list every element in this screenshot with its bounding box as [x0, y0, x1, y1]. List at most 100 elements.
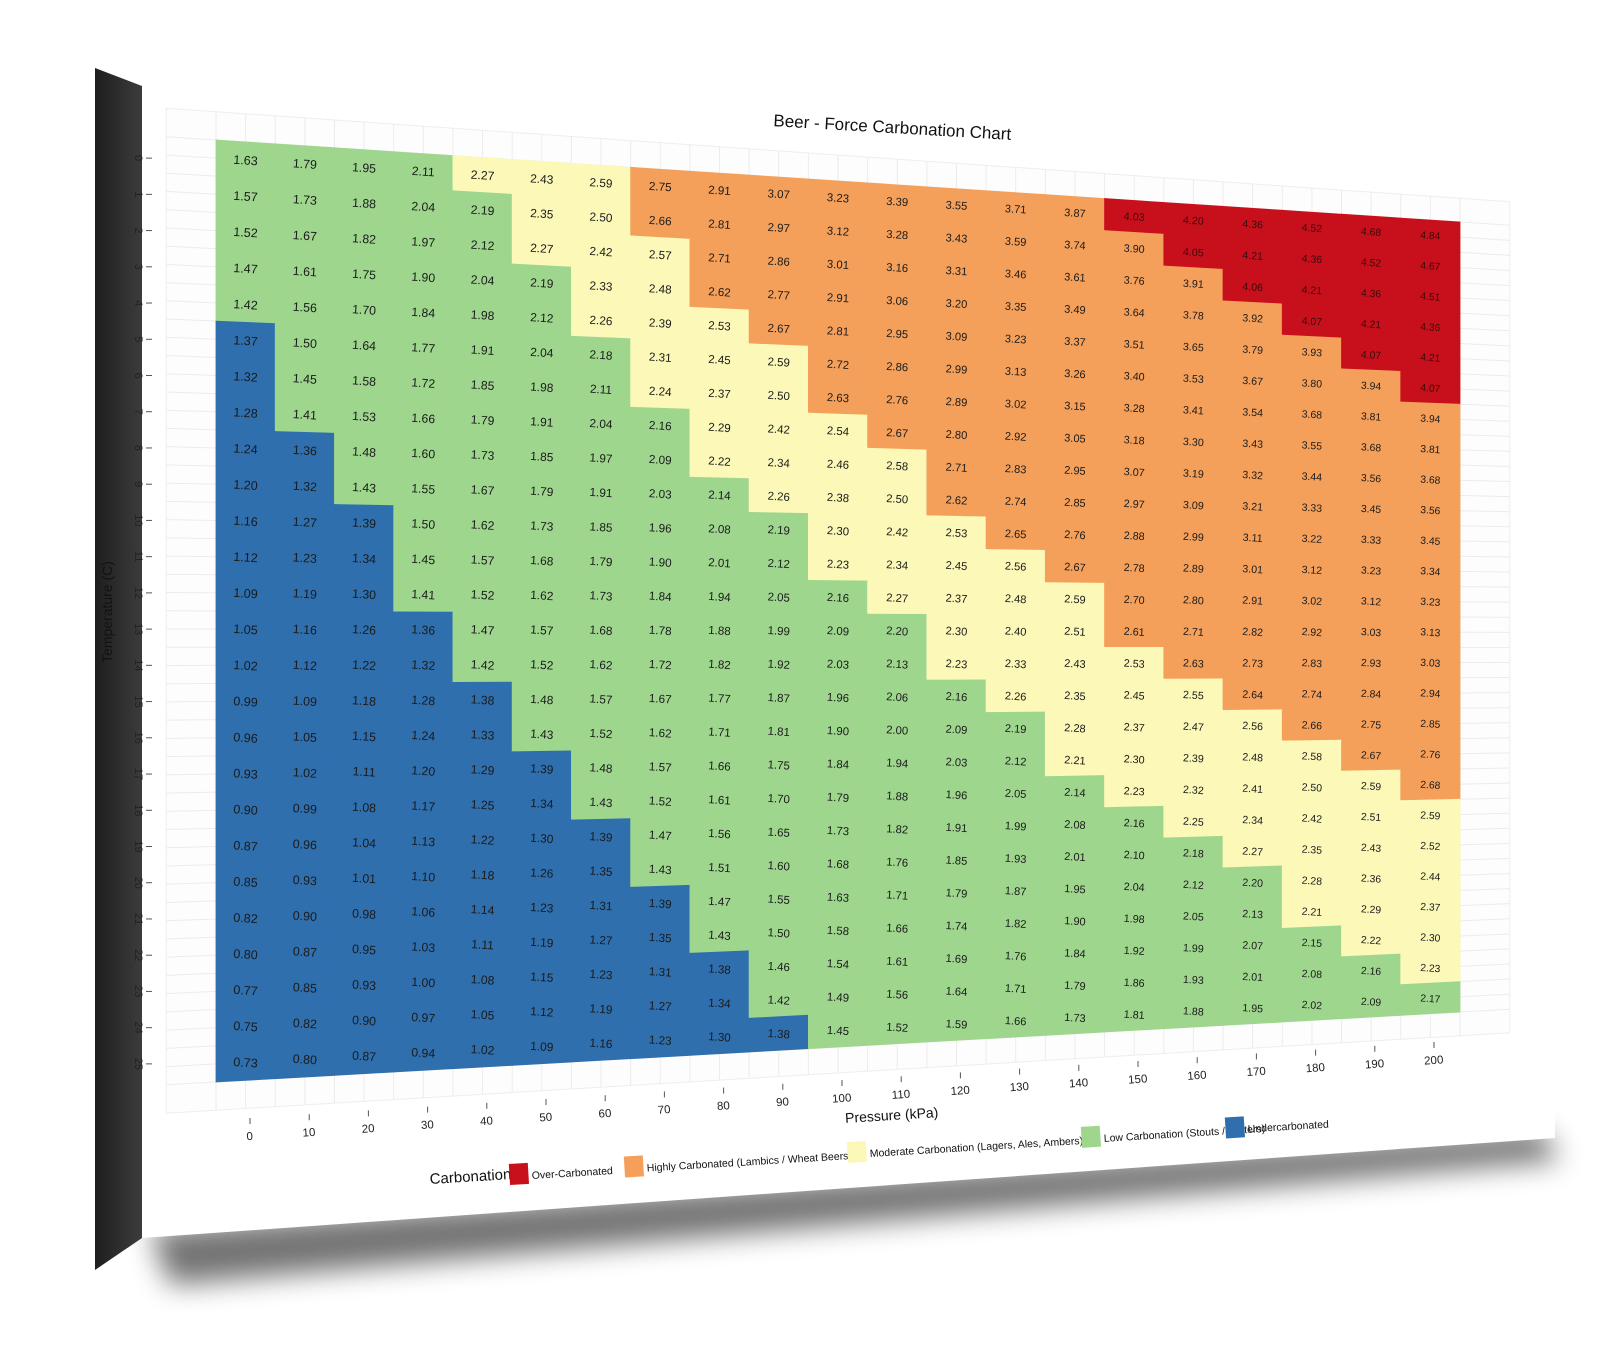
cell-value-label: 2.74 — [1004, 496, 1026, 509]
cell-value-label: 2.51 — [1064, 626, 1086, 639]
cell-value-label: 1.67 — [292, 228, 317, 244]
y-tick-label: 21 — [132, 913, 144, 925]
cell-value-label: 2.43 — [1064, 658, 1086, 671]
cell-value-label: 1.27 — [292, 515, 317, 531]
cell-value-label: 0.98 — [352, 906, 377, 922]
cell-value-label: 1.81 — [767, 726, 790, 739]
y-tick-label: 9 — [132, 481, 144, 487]
cell-value-label: 2.47 — [1183, 721, 1205, 734]
cell-value-label: 1.42 — [470, 657, 495, 673]
cell-value-label: 1.23 — [530, 900, 554, 916]
cell-value-label: 2.35 — [1064, 690, 1086, 703]
cell-value-label: 0.80 — [292, 1052, 317, 1068]
cell-value-label: 2.04 — [411, 199, 436, 215]
cell-value-label: 2.92 — [1301, 626, 1322, 639]
y-tick-label: 24 — [132, 1022, 144, 1034]
cell-value-label: 1.52 — [530, 657, 554, 673]
cell-value-label: 2.91 — [708, 184, 731, 198]
cell-value-label: 0.77 — [233, 983, 258, 999]
cell-value-label: 0.96 — [292, 837, 317, 853]
cell-value-label: 1.85 — [589, 519, 613, 535]
cell-value-label: 3.23 — [826, 192, 849, 205]
cell-value-label: 3.71 — [1004, 203, 1026, 216]
cell-value-label: 3.28 — [886, 229, 909, 242]
cell-value-label: 2.22 — [1361, 935, 1382, 947]
cell-value-label: 1.55 — [411, 481, 436, 497]
cell-value-label: 4.52 — [1361, 257, 1382, 269]
cell-value-label: 1.91 — [589, 485, 613, 500]
y-tick-label: 2 — [132, 228, 144, 234]
cell-value-label: 1.77 — [411, 340, 436, 356]
cell-value-label: 1.50 — [767, 927, 790, 940]
cell-value-label: 1.58 — [352, 373, 377, 389]
cell-value-label: 2.43 — [1361, 843, 1382, 855]
cell-value-label: 1.90 — [826, 725, 849, 738]
cell-value-label: 4.67 — [1420, 261, 1441, 273]
cell-value-label: 1.61 — [292, 264, 317, 280]
cell-value-label: 1.64 — [945, 985, 968, 998]
cell-value-label: 2.21 — [1064, 754, 1086, 767]
heatmap-cell — [1400, 981, 1461, 1016]
cell-value-label: 1.68 — [826, 858, 849, 871]
cell-value-label: 1.91 — [945, 822, 968, 835]
cell-value-label: 3.13 — [1004, 366, 1026, 379]
cell-value-label: 3.23 — [1004, 333, 1026, 346]
cell-value-label: 3.43 — [1242, 438, 1263, 451]
cell-value-label: 3.23 — [1361, 565, 1382, 577]
cell-value-label: 2.56 — [1004, 560, 1026, 573]
cell-value-label: 1.96 — [826, 692, 849, 705]
cell-value-label: 1.70 — [352, 302, 377, 318]
y-tick-label: 12 — [132, 587, 144, 599]
cell-value-label: 1.30 — [708, 1030, 731, 1044]
cell-value-label: 1.05 — [292, 729, 317, 745]
cell-value-label: 3.81 — [1361, 411, 1382, 423]
cell-value-label: 2.58 — [1301, 750, 1322, 763]
cell-value-label: 2.46 — [826, 458, 849, 471]
cell-value-label: 1.38 — [470, 692, 495, 708]
cell-value-label: 2.62 — [945, 494, 968, 507]
cell-value-label: 2.44 — [1420, 871, 1441, 883]
cell-value-label: 2.10 — [1123, 849, 1145, 862]
cell-value-label: 1.02 — [233, 658, 258, 674]
cell-value-label: 2.66 — [1301, 719, 1322, 732]
y-tick-label: 8 — [132, 445, 144, 451]
cell-value-label: 3.92 — [1242, 312, 1263, 325]
cell-value-label: 1.76 — [886, 856, 909, 869]
cell-value-label: 3.56 — [1361, 473, 1382, 485]
cell-value-label: 1.20 — [411, 763, 436, 779]
legend-swatch — [508, 1162, 530, 1185]
cell-value-label: 1.71 — [886, 889, 909, 902]
cell-value-label: 3.59 — [1004, 236, 1026, 249]
x-tick-label: 140 — [1069, 1077, 1089, 1090]
cell-value-label: 2.59 — [1361, 781, 1382, 793]
cell-value-label: 2.14 — [708, 488, 732, 502]
cell-value-label: 1.43 — [352, 480, 377, 496]
cell-value-label: 1.24 — [411, 728, 436, 744]
cell-value-label: 3.33 — [1361, 535, 1382, 547]
cell-value-label: 1.53 — [352, 409, 377, 425]
cell-value-label: 2.74 — [1301, 688, 1322, 701]
cell-value-label: 0.73 — [233, 1055, 258, 1071]
cell-value-label: 1.41 — [292, 407, 317, 423]
cell-value-label: 2.51 — [1361, 812, 1382, 824]
cell-value-label: 2.53 — [1123, 658, 1145, 671]
cell-value-label: 2.72 — [826, 359, 849, 372]
cell-value-label: 1.26 — [530, 865, 554, 881]
cell-value-label: 3.49 — [1064, 304, 1086, 317]
cell-value-label: 2.76 — [1064, 529, 1086, 542]
cell-value-label: 2.67 — [767, 323, 790, 336]
cell-value-label: 4.68 — [1361, 227, 1382, 239]
cell-value-label: 3.64 — [1123, 306, 1145, 319]
cell-value-label: 4.06 — [1242, 281, 1263, 294]
cell-value-label: 1.43 — [589, 795, 613, 811]
cell-value-label: 2.09 — [945, 723, 968, 736]
cell-value-label: 3.68 — [1301, 408, 1322, 421]
cell-value-label: 3.03 — [1361, 627, 1382, 639]
cell-value-label: 1.90 — [648, 555, 672, 570]
cell-value-label: 1.17 — [411, 799, 436, 815]
cell-value-label: 2.85 — [1420, 719, 1441, 731]
cell-value-label: 3.13 — [1420, 627, 1441, 639]
cell-value-label: 1.45 — [292, 371, 317, 387]
cell-value-label: 2.23 — [826, 558, 849, 571]
cell-value-label: 1.79 — [826, 792, 849, 805]
